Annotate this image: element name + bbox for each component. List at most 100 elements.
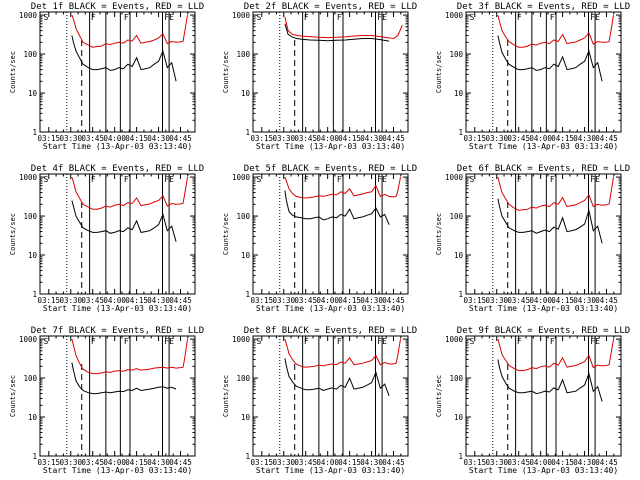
series-line-events: [284, 23, 390, 42]
y-tick-label: 100: [449, 212, 463, 221]
series-line-lld: [71, 338, 188, 375]
x-tick-label: 03:45: [507, 458, 530, 467]
plot-frame: [252, 11, 409, 133]
x-tick-label: 04:15: [338, 134, 361, 143]
x-tick-label: 03:30: [59, 134, 82, 143]
event-marker-f: F: [304, 337, 309, 346]
x-tick-label: 04:15: [551, 458, 574, 467]
x-tick-label: 04:00: [316, 458, 339, 467]
x-tick-label: 04:45: [169, 134, 192, 143]
y-tick-label: 10: [454, 89, 464, 98]
y-axis-label: Counts/sec: [9, 213, 17, 255]
event-marker-f: F: [91, 175, 96, 184]
x-tick-label: 04:45: [169, 458, 192, 467]
y-tick-label: 1000: [232, 173, 251, 182]
event-marker-fe: FE: [590, 337, 600, 346]
y-axis-label: Counts/sec: [222, 51, 230, 93]
y-tick-label: 1: [458, 452, 463, 461]
x-tick-label: 03:45: [81, 458, 104, 467]
x-tick-label: 04:15: [551, 296, 574, 305]
panel-title: Det 1f BLACK = Events, RED = LLD: [31, 2, 204, 12]
series-line-lld: [497, 338, 614, 372]
y-tick-label: 10: [454, 251, 464, 260]
x-tick-label: 03:30: [59, 458, 82, 467]
y-tick-label: 1: [32, 128, 37, 137]
event-marker-f: F: [337, 175, 342, 184]
x-tick-label: 04:45: [382, 296, 405, 305]
event-marker-fe: FE: [377, 175, 387, 184]
x-tick-label: 04:30: [360, 296, 383, 305]
series-line-lld: [71, 14, 188, 48]
x-axis-label: Start Time (13-Apr-03 03:13:40): [469, 304, 618, 313]
series-line-events: [71, 362, 177, 395]
plot-frame: [465, 335, 622, 457]
x-tick-label: 04:15: [338, 296, 361, 305]
y-tick-label: 100: [23, 212, 37, 221]
plot-frame: [465, 173, 622, 295]
x-tick-label: 03:30: [485, 458, 508, 467]
x-tick-label: 04:45: [595, 134, 618, 143]
y-tick-label: 10: [28, 251, 38, 260]
event-marker-s: S: [470, 13, 475, 22]
y-tick-label: 1000: [232, 335, 251, 344]
event-marker-fe: FE: [590, 175, 600, 184]
x-tick-label: 03:45: [81, 134, 104, 143]
x-tick-label: 03:45: [81, 296, 104, 305]
y-tick-label: 1: [245, 452, 250, 461]
y-tick-label: 1000: [445, 11, 464, 20]
series-line-events: [284, 358, 390, 396]
x-tick-label: 04:00: [529, 458, 552, 467]
series-line-events: [497, 359, 603, 402]
x-tick-label: 04:00: [529, 134, 552, 143]
event-marker-f: F: [124, 13, 129, 22]
x-tick-label: 03:15: [37, 458, 60, 467]
x-tick-label: 03:15: [250, 134, 273, 143]
x-tick-label: 03:30: [59, 296, 82, 305]
x-tick-label: 04:00: [103, 458, 126, 467]
panel-title: Det 4f BLACK = Events, RED = LLD: [31, 164, 204, 174]
panel-title: Det 5f BLACK = Events, RED = LLD: [244, 164, 417, 174]
y-axis-label: Counts/sec: [222, 375, 230, 417]
y-tick-label: 1000: [445, 335, 464, 344]
x-tick-label: 04:30: [573, 458, 596, 467]
event-marker-f: F: [91, 13, 96, 22]
x-axis-label: Start Time (13-Apr-03 03:13:40): [469, 142, 618, 151]
y-tick-label: 10: [241, 413, 251, 422]
series-line-events: [284, 190, 390, 225]
event-marker-s: S: [257, 13, 262, 22]
x-tick-label: 04:30: [360, 134, 383, 143]
y-tick-label: 100: [449, 374, 463, 383]
panel-title: Det 8f BLACK = Events, RED = LLD: [244, 326, 417, 336]
x-axis-label: Start Time (13-Apr-03 03:13:40): [469, 466, 618, 475]
x-tick-label: 03:45: [507, 296, 530, 305]
event-marker-f: F: [337, 337, 342, 346]
x-tick-label: 03:30: [272, 296, 295, 305]
x-tick-label: 03:30: [485, 134, 508, 143]
plot-frame: [39, 335, 196, 457]
series-line-events: [71, 200, 177, 242]
y-axis-label: Counts/sec: [435, 51, 443, 93]
event-marker-s: S: [44, 175, 49, 184]
x-tick-label: 03:15: [250, 296, 273, 305]
event-marker-fe: FE: [164, 13, 174, 22]
x-tick-label: 03:45: [294, 134, 317, 143]
y-tick-label: 1: [458, 128, 463, 137]
x-axis-label: Start Time (13-Apr-03 03:13:40): [256, 466, 405, 475]
event-marker-s: S: [257, 337, 262, 346]
x-tick-label: 04:00: [103, 296, 126, 305]
y-tick-label: 1000: [19, 11, 38, 20]
y-tick-label: 1000: [445, 173, 464, 182]
event-marker-fe: FE: [377, 337, 387, 346]
x-tick-label: 03:45: [294, 458, 317, 467]
x-tick-label: 04:15: [338, 458, 361, 467]
x-tick-label: 04:45: [169, 296, 192, 305]
y-tick-label: 10: [28, 413, 38, 422]
x-tick-label: 04:45: [382, 134, 405, 143]
